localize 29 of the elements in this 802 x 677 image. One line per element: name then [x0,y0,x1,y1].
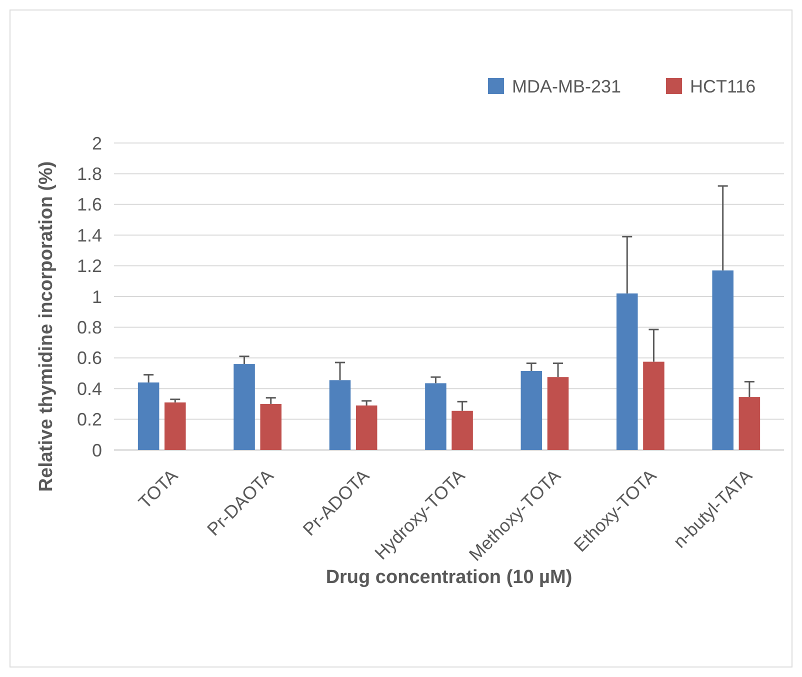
bar [164,402,186,450]
y-tick-label: 0.8 [76,318,102,338]
x-axis-title: Drug concentration (10 µM) [326,567,572,588]
y-tick-label: 1.2 [76,256,102,276]
y-tick-label: 0.2 [76,410,102,430]
y-tick-label: 0.4 [76,378,102,399]
y-tick-label: 1 [92,286,102,307]
bar [643,362,664,450]
bar [234,364,255,450]
bar [547,377,569,450]
y-tick-label: 1.6 [76,194,102,215]
bar [712,270,734,450]
bar [616,293,638,450]
y-axis-title: Relative thymidine incorporation (%) [36,161,57,492]
bar [329,380,351,450]
bar [138,382,160,450]
y-tick-label: 1.8 [76,164,102,184]
bar [452,410,473,450]
y-tick-label: 0.6 [76,348,102,368]
bar [520,370,542,450]
bar [738,397,760,450]
legend-label: MDA-MB-231 [512,76,622,96]
bar [260,404,282,450]
y-tick-label: 0 [92,440,102,460]
bar [356,405,378,450]
legend-label: HCT116 [690,76,756,96]
y-tick-label: 2 [92,133,102,154]
bar [425,383,446,450]
y-tick-label: 1.4 [76,225,102,246]
